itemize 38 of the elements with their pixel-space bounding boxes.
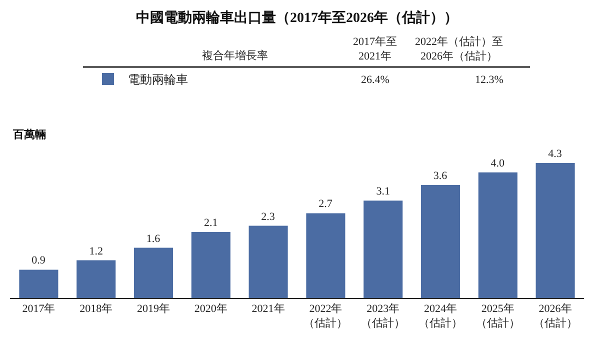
bar — [536, 162, 575, 298]
bar — [248, 226, 288, 298]
text: 2017年至 2021年 — [353, 36, 397, 62]
bar — [76, 260, 116, 298]
bar — [191, 232, 230, 298]
bar — [420, 184, 460, 298]
chart-title: 中國電動兩輪車出口量（2017年至2026年（估計）） — [136, 10, 458, 26]
x-tick-label: 2025年（估計） — [476, 303, 520, 330]
data-label: 1.6 — [146, 232, 161, 245]
data-label: 0.9 — [32, 254, 46, 267]
data-label: 1.2 — [89, 245, 103, 258]
data-label: 2.1 — [204, 217, 218, 230]
data-label: 3.1 — [376, 186, 390, 198]
x-tick-label: 2020年 — [194, 303, 228, 316]
bar — [306, 213, 346, 298]
data-label: 4.3 — [548, 148, 562, 160]
x-tick-label: 2017年 — [22, 303, 56, 316]
x-tick-label: 2021年 — [252, 303, 285, 316]
bar — [364, 200, 403, 298]
legend-label: 電動兩輪車 — [128, 72, 188, 87]
text: 12.3% — [475, 74, 504, 86]
data-label: 2.3 — [261, 210, 276, 223]
bar — [19, 270, 58, 298]
data-label: 4.0 — [490, 157, 506, 170]
x-tick-label: 2022年（估計） — [304, 303, 348, 330]
data-label: 2.7 — [318, 198, 333, 210]
x-tick-label: 2019年 — [137, 303, 170, 316]
bar — [134, 248, 174, 298]
text: 複合年增長率 — [202, 49, 268, 62]
x-tick-label: 2023年（估計） — [361, 303, 406, 330]
x-tick-label: 2024年（估計） — [418, 303, 462, 330]
bar — [478, 172, 518, 298]
x-tick-label: 2018年 — [80, 303, 113, 316]
x-tick-label: 2026年（估計） — [533, 303, 578, 330]
y-axis-title: 百萬輛 — [12, 128, 46, 141]
text: 2022年（估計）至 2026年（估計） — [415, 35, 503, 62]
data-label: 3.6 — [433, 170, 448, 182]
text: 26.4% — [361, 74, 390, 86]
